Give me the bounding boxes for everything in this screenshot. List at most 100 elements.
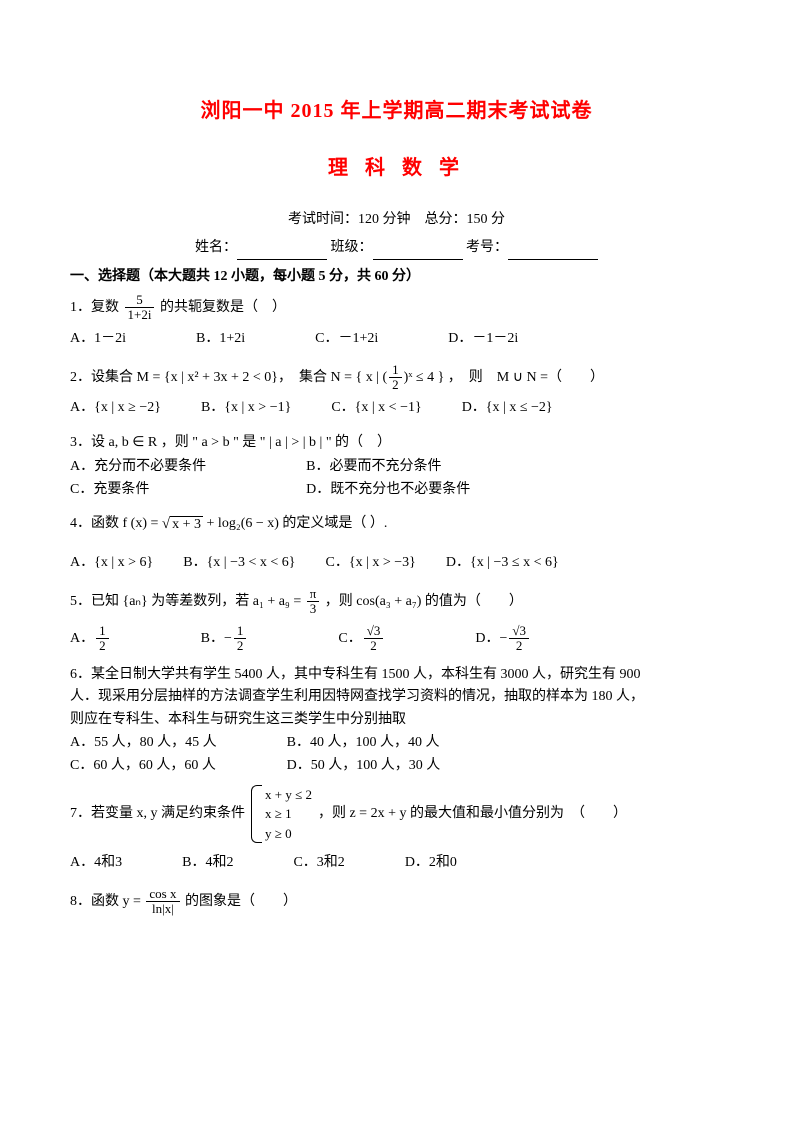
- q6-opt-c: C．60 人，60 人，60 人: [70, 755, 217, 777]
- q2-stem: 2．设集合 M = {x | x² + 3x + 2 < 0}， 集合 N =: [70, 370, 355, 385]
- q5-b-num: 1: [234, 624, 247, 638]
- q1-fraction: 5 1+2i: [125, 293, 155, 323]
- q1-frac-num: 5: [125, 293, 155, 307]
- question-4: 4．函数 f (x) = x + 3 + log₂(6 − x) 的定义域是（ …: [70, 509, 723, 577]
- section-1-title: 一、选择题（本大题共 12 小题，每小题 5 分，共 60 分）: [70, 266, 723, 288]
- q8-den: ln|x|: [146, 901, 179, 916]
- q6-line1: 6．某全日制大学共有学生 5400 人，其中专科生有 1500 人，本科生有 3…: [70, 664, 723, 686]
- class-blank: [373, 244, 463, 260]
- q2-opt-d: D．{x | x ≤ −2}: [462, 394, 553, 422]
- q1-frac-den: 1+2i: [125, 307, 155, 322]
- q6-line2: 人．现采用分层抽样的方法调查学生利用因特网查找学习资料的情况，抽取的样本为 18…: [70, 686, 723, 708]
- q5-stem-a: 5．已知 {aₙ} 为等差数列，若 a₁ + a₉ =: [70, 594, 305, 609]
- q3-opt-d: D．既不充分也不必要条件: [306, 479, 470, 501]
- q4-opt-a: A．{x | x > 6}: [70, 549, 153, 577]
- id-label: 考号：: [466, 240, 508, 255]
- q5-c-pre: C．: [338, 631, 361, 646]
- q5-b-den: 2: [234, 638, 247, 653]
- id-blank: [508, 244, 598, 260]
- exam-title-main: 浏阳一中 2015 年上学期高二期末考试试卷: [70, 95, 723, 127]
- q5-opt-c: C．√32: [338, 624, 385, 654]
- q5-a-num: 1: [96, 624, 109, 638]
- q5-options: A．12 B．−12 C．√32 D．−√32: [70, 624, 723, 654]
- q1-opt-d: D．－1－2i: [448, 325, 518, 353]
- q6-opt-a: A．55 人，80 人，45 人: [70, 732, 217, 754]
- q4-opt-c: C．{x | x > −3}: [326, 549, 416, 577]
- q3-opt-b: B．必要而不充分条件: [306, 456, 470, 478]
- q4-sqrt: x + 3: [162, 509, 203, 539]
- q8-stem-a: 8．函数 y =: [70, 894, 144, 909]
- q3-options: A．充分而不必要条件 C．充要条件 B．必要而不充分条件 D．既不充分也不必要条…: [70, 455, 723, 503]
- q6-line3: 则应在专科生、本科生与研究生这三类学生中分别抽取: [70, 709, 723, 731]
- q5-d-num: √3: [509, 624, 529, 638]
- question-2: 2．设集合 M = {x | x² + 3x + 2 < 0}， 集合 N = …: [70, 363, 723, 423]
- q7-c1: x + y ≤ 2: [265, 785, 312, 805]
- q7-stem-b: ，则 z = 2x + y 的最大值和最小值分别为 （ ）: [318, 800, 627, 828]
- q5-c-num: √3: [364, 624, 384, 638]
- exam-info: 考试时间：120 分钟 总分：150 分: [70, 209, 723, 231]
- question-5: 5．已知 {aₙ} 为等差数列，若 a₁ + a₉ = π 3 ，则 cos(a…: [70, 587, 723, 654]
- q4-radicand: x + 3: [170, 516, 203, 532]
- q6-options: A．55 人，80 人，45 人 C．60 人，60 人，60 人 B．40 人…: [70, 731, 723, 779]
- name-blank: [237, 244, 327, 260]
- class-label: 班级：: [331, 240, 373, 255]
- q6-opt-b: B．40 人，100 人，40 人: [287, 732, 441, 754]
- q7-opt-b: B．4和2: [182, 849, 233, 877]
- q4-options: A．{x | x > 6} B．{x | −3 < x < 6} C．{x | …: [70, 549, 723, 577]
- q1-stem-b: 的共轭复数是（ ）: [160, 300, 286, 315]
- q4-stem-b: + log₂(6 − x) 的定义域是（ ）.: [207, 516, 388, 531]
- question-3: 3．设 a, b ∈ R ，则 " a > b " 是 " | a | > | …: [70, 432, 723, 502]
- q7-c2: x ≥ 1: [265, 804, 312, 824]
- q4-opt-b: B．{x | −3 < x < 6}: [183, 549, 295, 577]
- q2-options: A．{x | x ≥ −2} B．{x | x > −1} C．{x | x <…: [70, 394, 723, 422]
- q8-num: cos x: [146, 887, 179, 901]
- q5-b-pre: B．−: [201, 631, 232, 646]
- exam-title-sub: 理 科 数 学: [70, 152, 723, 184]
- q5-pi-num: π: [307, 587, 320, 601]
- q7-options: A．4和3 B．4和2 C．3和2 D．2和0: [70, 849, 723, 877]
- q2-opt-b: B．{x | x > −1}: [201, 394, 291, 422]
- q7-stem-a: 7．若变量 x, y 满足约束条件: [70, 800, 245, 828]
- q2-opt-a: A．{x | x ≥ −2}: [70, 394, 161, 422]
- q1-opt-a: A．1－2i: [70, 325, 126, 353]
- q1-stem-a: 1．复数: [70, 300, 119, 315]
- q5-a-den: 2: [96, 638, 109, 653]
- q6-opt-d: D．50 人，100 人，30 人: [287, 755, 441, 777]
- q5-opt-b: B．−12: [201, 624, 249, 654]
- q7-constraints: x + y ≤ 2 x ≥ 1 y ≥ 0: [251, 785, 312, 844]
- q4-stem-a: 4．函数 f (x) =: [70, 516, 162, 531]
- student-info: 姓名： 班级： 考号：: [70, 237, 723, 259]
- q2-half-den: 2: [389, 377, 402, 392]
- question-7: 7．若变量 x, y 满足约束条件 x + y ≤ 2 x ≥ 1 y ≥ 0 …: [70, 785, 723, 878]
- q2-opt-c: C．{x | x < −1}: [331, 394, 421, 422]
- q5-stem-b: ，则 cos(a₃ + a₇) 的值为（ ）: [325, 594, 523, 609]
- q1-opt-b: B．1+2i: [196, 325, 245, 353]
- q2-stem-end: ， 则 M ∪ N =（ ）: [448, 370, 604, 385]
- q5-opt-d: D．−√32: [475, 624, 531, 654]
- q3-opt-c: C．充要条件: [70, 479, 206, 501]
- q5-pi-den: 3: [307, 601, 320, 616]
- q1-options: A．1－2i B．1+2i C．－1+2i D．－1－2i: [70, 325, 723, 353]
- q7-opt-a: A．4和3: [70, 849, 122, 877]
- q3-opt-a: A．充分而不必要条件: [70, 456, 206, 478]
- q7-opt-d: D．2和0: [405, 849, 457, 877]
- q2-mid-a: { x | (: [355, 370, 387, 385]
- question-1: 1．复数 5 1+2i 的共轭复数是（ ） A．1－2i B．1+2i C．－1…: [70, 293, 723, 353]
- q1-opt-c: C．－1+2i: [315, 325, 378, 353]
- question-8: 8．函数 y = cos x ln|x| 的图象是（ ）: [70, 887, 723, 917]
- q8-fraction: cos x ln|x|: [146, 887, 179, 917]
- q4-opt-d: D．{x | −3 ≤ x < 6}: [446, 549, 559, 577]
- q7-c3: y ≥ 0: [265, 824, 312, 844]
- q2-half-num: 1: [389, 363, 402, 377]
- q5-d-pre: D．−: [475, 631, 507, 646]
- q2-set-n: { x | (12)ˣ ≤ 4 }: [355, 370, 447, 385]
- q5-d-den: 2: [509, 638, 529, 653]
- q5-a-pre: A．: [70, 631, 94, 646]
- q3-stem: 3．设 a, b ∈ R ，则 " a > b " 是 " | a | > | …: [70, 432, 723, 454]
- name-label: 姓名：: [195, 240, 237, 255]
- q7-opt-c: C．3和2: [293, 849, 344, 877]
- q5-c-den: 2: [364, 638, 384, 653]
- q5-pi-frac: π 3: [307, 587, 320, 617]
- q5-opt-a: A．12: [70, 624, 111, 654]
- q2-mid-b: )ˣ ≤ 4 }: [404, 370, 445, 385]
